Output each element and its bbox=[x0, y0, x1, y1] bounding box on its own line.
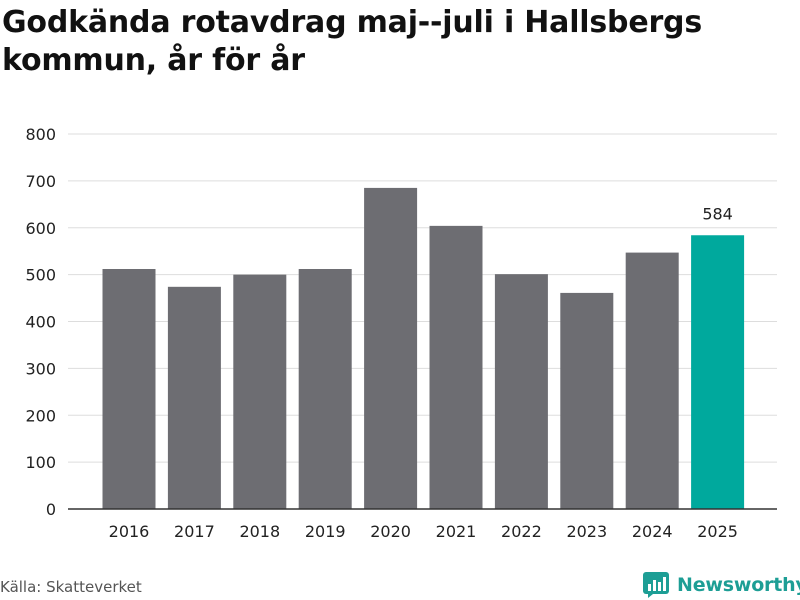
x-tick-label: 2017 bbox=[174, 522, 215, 541]
x-tick-label: 2020 bbox=[370, 522, 411, 541]
bar bbox=[625, 252, 679, 509]
x-tick-label: 2021 bbox=[436, 522, 477, 541]
bar bbox=[560, 292, 614, 509]
chart-title: Godkända rotavdrag maj--juli i Hallsberg… bbox=[2, 5, 702, 78]
y-tick-label: 100 bbox=[25, 453, 56, 472]
bar bbox=[364, 187, 418, 509]
x-tick-label: 2016 bbox=[109, 522, 150, 541]
brand-logo: Newsworthy bbox=[643, 570, 800, 600]
bar bbox=[494, 274, 548, 509]
bar bbox=[298, 269, 352, 509]
source-note: Källa: Skatteverket bbox=[0, 578, 142, 596]
bar bbox=[691, 235, 745, 509]
y-axis-ticks: 0 100 200 300 400 500 600 700 800 bbox=[25, 125, 56, 519]
y-tick-label: 300 bbox=[25, 359, 56, 378]
x-tick-label: 2023 bbox=[566, 522, 607, 541]
x-tick-label: 2025 bbox=[697, 522, 738, 541]
y-tick-label: 600 bbox=[25, 219, 56, 238]
y-tick-label: 0 bbox=[46, 500, 56, 519]
data-label: 584 bbox=[702, 204, 733, 223]
bar bbox=[429, 225, 483, 509]
brand-name: Newsworthy bbox=[677, 574, 800, 596]
x-tick-label: 2019 bbox=[305, 522, 346, 541]
y-tick-label: 700 bbox=[25, 172, 56, 191]
data-labels: 584 bbox=[702, 204, 733, 223]
y-tick-label: 800 bbox=[25, 125, 56, 144]
x-tick-label: 2024 bbox=[632, 522, 673, 541]
x-tick-label: 2018 bbox=[239, 522, 280, 541]
bars bbox=[102, 187, 745, 509]
y-tick-label: 200 bbox=[25, 406, 56, 425]
x-axis-ticks: 2016 2017 2018 2019 2020 2021 2022 2023 2024 2025 bbox=[109, 522, 738, 541]
newsworthy-logo-icon bbox=[643, 572, 669, 598]
x-tick-label: 2022 bbox=[501, 522, 542, 541]
bar bbox=[167, 286, 221, 509]
y-tick-label: 400 bbox=[25, 313, 56, 332]
bar bbox=[102, 269, 156, 509]
bar bbox=[233, 274, 287, 509]
y-tick-label: 500 bbox=[25, 266, 56, 285]
